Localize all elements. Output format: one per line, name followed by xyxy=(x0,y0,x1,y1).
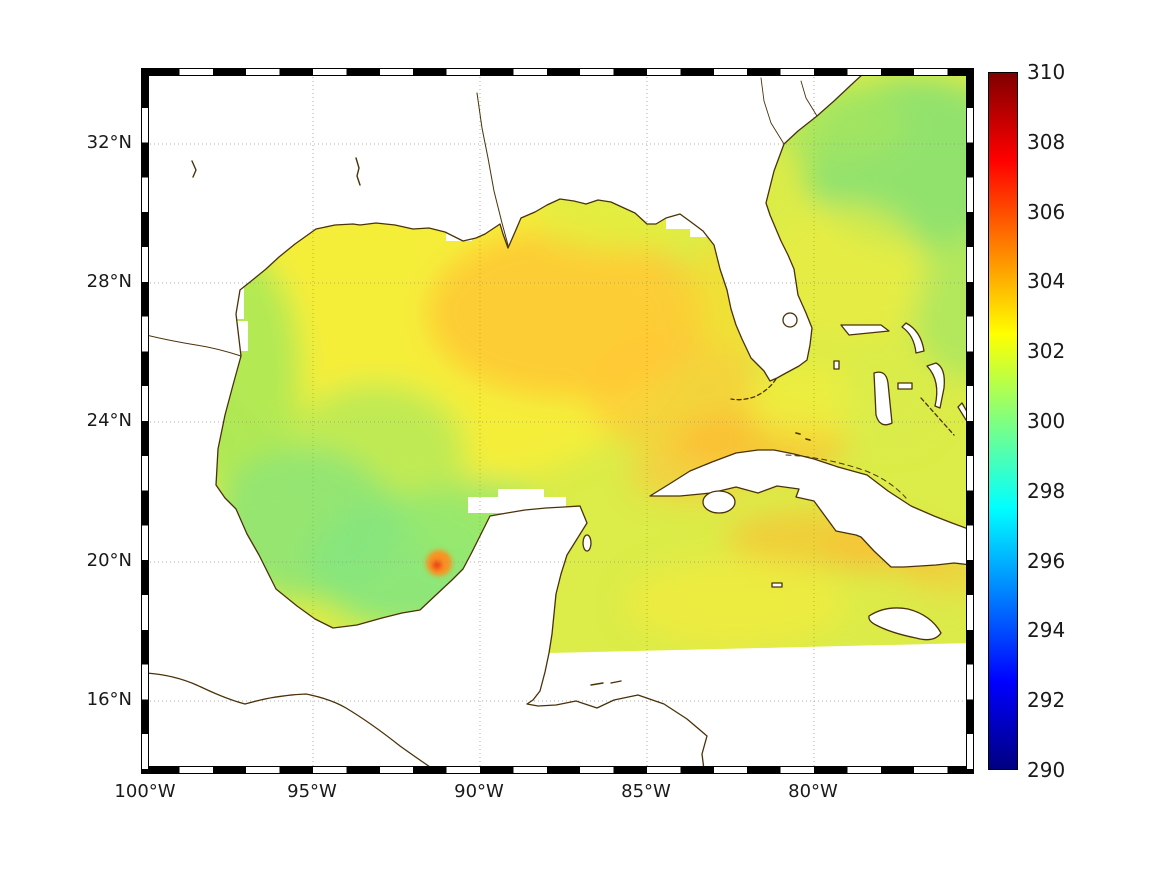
map-plot-area xyxy=(145,72,972,772)
mainland-landmass xyxy=(146,73,864,771)
y-tick-label: 16°N xyxy=(86,689,132,710)
colorbar-tick-label: 290 xyxy=(1027,758,1066,782)
sst-warm-spot xyxy=(426,550,452,576)
map-frame-right xyxy=(966,72,974,770)
coastlines xyxy=(146,73,971,771)
colorbar-gradient xyxy=(988,72,1018,770)
cayman-island xyxy=(771,582,783,588)
rio-grande-river xyxy=(146,334,242,357)
florida-keys xyxy=(730,378,777,401)
gulf-mainland-coastline xyxy=(215,73,865,771)
georgia-rivers xyxy=(760,77,818,145)
texas-lakes xyxy=(191,157,361,186)
x-tick-label: 100°W xyxy=(114,781,176,802)
map-frame-left xyxy=(141,72,149,770)
x-tick-label: 95°W xyxy=(287,781,337,802)
pacific-coastline xyxy=(146,672,437,771)
exuma-chain xyxy=(920,397,955,436)
isle-of-youth-island xyxy=(702,490,736,514)
colorbar-tick-label: 292 xyxy=(1027,688,1066,712)
map-frame-top xyxy=(141,68,974,76)
colorbar-tick-label: 310 xyxy=(1027,60,1066,84)
cuba-north-cays xyxy=(785,454,907,499)
mississippi-river xyxy=(476,92,509,246)
lake-okeechobee xyxy=(782,312,798,328)
x-tick-label: 80°W xyxy=(788,781,838,802)
y-tick-label: 28°N xyxy=(86,271,132,292)
y-tick-label: 20°N xyxy=(86,550,132,571)
bahamas-islands xyxy=(833,322,971,426)
y-tick-label: 32°N xyxy=(86,132,132,153)
colorbar-tick-label: 304 xyxy=(1027,269,1066,293)
cay-sal-marks xyxy=(795,432,811,441)
colorbar-tick-label: 302 xyxy=(1027,339,1066,363)
x-tick-label: 90°W xyxy=(454,781,504,802)
colorbar-tick-label: 296 xyxy=(1027,549,1066,573)
colorbar-tick-label: 308 xyxy=(1027,130,1066,154)
y-tick-label: 24°N xyxy=(86,410,132,431)
colorbar-tick-label: 306 xyxy=(1027,200,1066,224)
colorbar-tick-label: 300 xyxy=(1027,409,1066,433)
jamaica-island xyxy=(868,607,942,641)
x-tick-label: 85°W xyxy=(621,781,671,802)
colorbar-tick-label: 298 xyxy=(1027,479,1066,503)
honduras-bay-islands xyxy=(590,680,622,686)
cuba-island xyxy=(649,449,971,568)
map-svg xyxy=(146,73,971,771)
map-frame-bottom xyxy=(141,766,974,774)
graticule-grid xyxy=(146,73,971,771)
cozumel-island xyxy=(582,534,592,552)
colorbar-tick-label: 294 xyxy=(1027,618,1066,642)
